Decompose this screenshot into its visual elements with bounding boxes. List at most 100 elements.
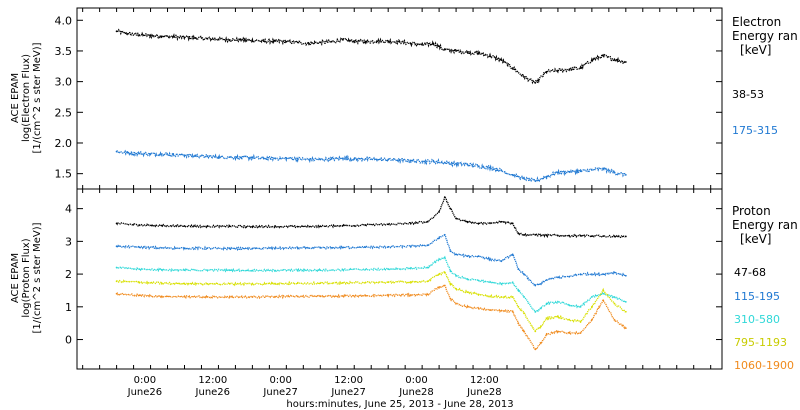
data-point bbox=[517, 322, 520, 325]
data-point bbox=[421, 43, 424, 46]
data-point bbox=[545, 333, 548, 336]
data-point bbox=[624, 327, 627, 329]
data-point bbox=[438, 286, 441, 289]
data-point bbox=[579, 305, 582, 308]
data-point bbox=[534, 330, 537, 333]
electron-trace-38-53 bbox=[116, 28, 626, 85]
data-point bbox=[149, 153, 152, 155]
data-point bbox=[206, 283, 209, 285]
proton-ytick-label: 3 bbox=[65, 235, 72, 248]
data-point bbox=[285, 40, 288, 43]
data-point bbox=[183, 247, 186, 250]
data-point bbox=[523, 233, 525, 236]
data-point bbox=[228, 296, 231, 298]
data-point bbox=[319, 269, 322, 272]
data-point bbox=[115, 266, 118, 269]
data-point bbox=[353, 158, 356, 160]
electron-series-38-53 bbox=[115, 28, 627, 85]
data-point bbox=[602, 54, 605, 57]
data-point bbox=[228, 269, 231, 272]
data-point bbox=[624, 274, 627, 277]
data-point bbox=[387, 268, 390, 271]
electron-legend-title-line3: [keV] bbox=[740, 43, 771, 57]
data-point bbox=[206, 37, 209, 40]
data-point bbox=[540, 325, 542, 328]
data-point bbox=[206, 269, 209, 272]
data-point bbox=[624, 301, 627, 303]
data-point bbox=[409, 42, 412, 45]
electron-legend-title-line2: Energy ran bbox=[732, 29, 798, 43]
data-point bbox=[183, 282, 186, 285]
data-point bbox=[489, 281, 491, 284]
data-point bbox=[438, 273, 441, 275]
data-point bbox=[426, 266, 429, 269]
data-point bbox=[228, 156, 231, 158]
data-point bbox=[251, 39, 254, 42]
x-tick-time-label: 0:00 bbox=[269, 375, 291, 386]
data-point bbox=[160, 295, 163, 298]
data-point bbox=[432, 42, 435, 45]
data-point bbox=[160, 224, 163, 227]
data-point bbox=[319, 225, 322, 228]
electron-ylabel-line2: log(Electron Flux) bbox=[21, 54, 32, 142]
data-point bbox=[590, 169, 593, 171]
x-tick-time-label: 0:00 bbox=[405, 375, 427, 386]
data-point bbox=[449, 269, 452, 272]
data-point bbox=[443, 48, 446, 51]
proton-legend-title-line2: Energy ran bbox=[732, 218, 798, 232]
data-point bbox=[590, 319, 593, 321]
data-point bbox=[251, 269, 254, 272]
data-point bbox=[228, 225, 231, 228]
data-point bbox=[523, 177, 525, 180]
data-point bbox=[613, 58, 616, 61]
data-point bbox=[387, 40, 390, 43]
proton-series-1060-1900 bbox=[115, 283, 627, 351]
data-point bbox=[319, 41, 322, 44]
data-point bbox=[217, 156, 220, 158]
legend-proton-47-68: 47-68 bbox=[734, 266, 766, 279]
legend-electron-38-53: 38-53 bbox=[732, 88, 764, 101]
data-point bbox=[500, 220, 503, 223]
electron-legend-title-line1: Electron bbox=[732, 15, 781, 29]
data-point bbox=[296, 158, 299, 160]
data-point bbox=[262, 40, 265, 43]
data-point bbox=[183, 36, 186, 39]
data-point bbox=[455, 162, 457, 165]
proton-series-310-580 bbox=[115, 255, 627, 313]
data-point bbox=[624, 61, 627, 63]
data-point bbox=[342, 224, 344, 227]
data-point bbox=[613, 235, 616, 238]
data-point bbox=[206, 296, 209, 298]
data-point bbox=[455, 274, 457, 277]
data-point bbox=[206, 247, 209, 250]
data-point bbox=[274, 40, 276, 43]
data-point bbox=[545, 279, 548, 281]
data-point bbox=[545, 317, 548, 320]
data-point bbox=[500, 169, 503, 172]
data-point bbox=[115, 30, 118, 33]
data-point bbox=[455, 253, 457, 256]
data-point bbox=[375, 158, 378, 161]
proton-ylabel-line3: [1/(cm^2 s ster MeV)] bbox=[32, 222, 43, 333]
data-point bbox=[296, 282, 299, 285]
data-point bbox=[579, 273, 582, 275]
proton-panel-frame bbox=[76, 188, 723, 370]
data-point bbox=[296, 225, 299, 228]
data-point bbox=[613, 319, 616, 321]
data-point bbox=[568, 234, 571, 237]
data-point bbox=[160, 247, 163, 249]
proton-trace-310-580 bbox=[116, 255, 626, 313]
data-point bbox=[449, 297, 452, 300]
data-point bbox=[160, 35, 163, 38]
data-point bbox=[115, 280, 118, 283]
electron-ytick-label: 3.5 bbox=[55, 45, 73, 58]
data-point bbox=[500, 59, 503, 62]
data-point bbox=[421, 160, 424, 163]
data-point bbox=[449, 250, 452, 253]
data-point bbox=[534, 233, 537, 236]
data-point bbox=[438, 211, 441, 213]
data-point bbox=[590, 59, 593, 62]
proton-trace-795-1193 bbox=[116, 270, 626, 332]
data-point bbox=[364, 40, 367, 43]
data-point bbox=[545, 234, 548, 237]
